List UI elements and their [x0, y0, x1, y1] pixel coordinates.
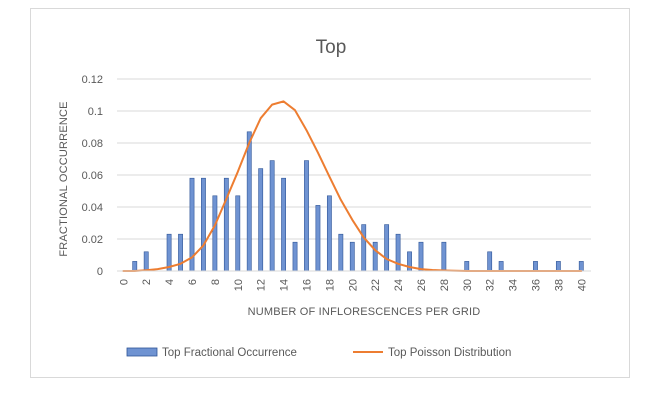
bar — [498, 261, 504, 272]
chart-svg: Top 00.020.040.060.080.10.12 0 2 4 6 8 10 12 14… — [58, 37, 591, 359]
bar — [246, 131, 252, 272]
x-tick-label: 4 — [164, 279, 176, 285]
legend: Top Fractional Occurrence Top Poisson Di… — [126, 347, 511, 359]
bar — [304, 160, 309, 272]
legend-swatch-bar — [126, 347, 158, 357]
bar — [178, 233, 183, 272]
x-tick-label: 36 — [530, 279, 542, 291]
x-tick-label: 14 — [279, 279, 291, 291]
x-tick-label: 34 — [508, 279, 520, 291]
bar — [464, 261, 470, 272]
bar — [555, 261, 561, 272]
bar — [441, 241, 447, 272]
bar — [418, 241, 424, 272]
gridlines — [117, 78, 591, 240]
legend-label-bar: Top Fractional Occurrence — [162, 347, 297, 359]
y-tick-label: 0.1 — [88, 106, 103, 118]
x-tick-label: 8 — [210, 279, 222, 285]
bar — [326, 195, 332, 272]
bar — [384, 224, 390, 272]
bar — [372, 241, 378, 272]
x-tick-label: 38 — [553, 279, 565, 291]
x-tick-label: 0 — [118, 279, 130, 285]
bar — [258, 168, 264, 272]
x-tick-label: 2 — [141, 279, 153, 285]
bar — [349, 241, 355, 272]
x-tick-label: 6 — [187, 279, 199, 285]
x-axis-title: NUMBER OF INFLORESCENCES PER GRID — [248, 306, 481, 318]
x-tick-label: 32 — [485, 279, 497, 291]
x-tick-label: 30 — [462, 279, 474, 291]
y-tick-label: 0.02 — [82, 234, 103, 246]
bar — [361, 224, 367, 272]
bar — [269, 160, 275, 272]
bar — [281, 177, 286, 272]
y-tick-label: 0.08 — [82, 138, 103, 150]
bar — [212, 195, 218, 272]
y-axis-title: FRACTIONAL OCCURRENCE — [58, 101, 70, 256]
legend-label-line: Top Poisson Distribution — [388, 347, 511, 359]
y-tick-label: 0.12 — [82, 74, 103, 86]
bar — [166, 233, 172, 272]
x-tick-label: 10 — [233, 279, 245, 291]
bar — [315, 205, 321, 272]
x-tick-label: 20 — [347, 279, 359, 291]
bar — [223, 177, 229, 272]
bar — [132, 261, 138, 272]
x-tick-label: 16 — [301, 279, 313, 291]
x-tick-label: 18 — [324, 279, 336, 291]
x-tick-labels: 0 2 4 6 8 10 12 14 16 18 20 22 24 26 28 30 32 34 36 38 40 — [118, 279, 588, 291]
bar — [533, 261, 538, 272]
bar — [235, 195, 241, 272]
x-tick-label: 26 — [416, 279, 428, 291]
x-tick-label: 40 — [576, 279, 588, 291]
x-tick-label: 12 — [256, 279, 268, 291]
y-tick-labels: 0 0.02 0.04 0.06 0.08 0.1 0.12 — [82, 74, 103, 278]
y-tick-label: 0.04 — [82, 202, 103, 214]
x-tick-label: 22 — [370, 279, 382, 291]
bar — [487, 251, 493, 272]
bar — [578, 261, 584, 272]
x-tick-label: 28 — [439, 279, 451, 291]
chart-area: Top 0 0.02 0.04 0.06 0.08 0.1 0.12 0 2 4 6 8 10 12 14… — [30, 8, 630, 378]
bar — [395, 233, 401, 272]
y-tick-label: 0 — [97, 266, 103, 278]
x-tick-label: 24 — [393, 279, 405, 291]
y-tick-label: 0.06 — [82, 170, 103, 182]
bar — [201, 177, 206, 272]
bar — [338, 233, 344, 272]
bar — [292, 241, 298, 272]
bar — [143, 251, 149, 272]
chart-title: Top — [316, 37, 347, 58]
